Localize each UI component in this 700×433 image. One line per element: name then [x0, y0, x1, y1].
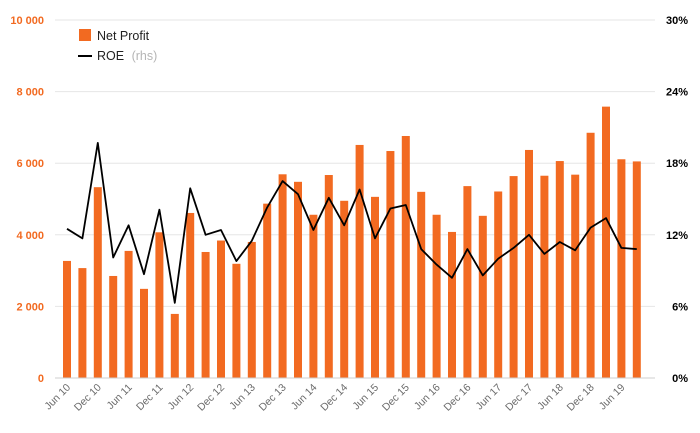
net-profit-bar: [78, 268, 87, 378]
x-axis-tick-label: Jun 16: [412, 382, 443, 413]
net-profit-bar: [586, 132, 595, 378]
net-profit-bar: [386, 151, 395, 378]
net-profit-bar: [340, 200, 349, 378]
net-profit-bar: [432, 214, 441, 378]
net-profit-bar: [263, 203, 272, 378]
x-axis-tick-label: Jun 19: [597, 382, 628, 413]
net-profit-bar: [555, 161, 564, 378]
net-profit-bar: [540, 175, 549, 378]
legend-label-roe-suffix: (rhs): [132, 49, 158, 63]
right-axis-tick-label: 30%: [666, 15, 688, 27]
roe-line: [66, 141, 637, 304]
x-axis-tick-label: Dec 18: [565, 382, 597, 414]
right-axis-tick-label: 18%: [666, 158, 688, 170]
x-axis-tick-label: Dec 11: [134, 382, 166, 414]
net-profit-bar: [417, 191, 426, 378]
legend-label-roe-name: ROE: [97, 49, 124, 63]
net-profit-bar: [617, 159, 626, 378]
net-profit-bar: [309, 214, 318, 378]
gridlines: [55, 19, 655, 307]
x-axis-tick-label: Jun 12: [166, 382, 197, 413]
x-axis-tick-label: Jun 18: [535, 382, 566, 413]
right-axis-tick-label: 12%: [666, 230, 688, 242]
net-profit-bar: [93, 187, 102, 378]
net-profit-bar: [632, 161, 641, 378]
net-profit-bar: [463, 186, 472, 378]
right-axis-tick-label: 6%: [672, 301, 688, 313]
net-profit-bar: [355, 144, 364, 378]
x-axis-tick-label: Dec 10: [72, 382, 104, 414]
x-axis-tick-label: Jun 17: [474, 382, 505, 413]
net-profit-bar: [217, 240, 225, 378]
net-profit-bar: [571, 174, 580, 378]
roe-line-layer: [66, 141, 637, 304]
left-axis-ticks: 0 2 000 4 000 6 000 8 000 10 000: [10, 15, 44, 385]
net-profit-bar: [525, 149, 533, 378]
net-profit-bar: [494, 191, 503, 378]
legend-label-roe: ROE (rhs): [97, 49, 157, 63]
net-profit-bar: [109, 275, 118, 378]
net-profit-bar: [140, 288, 148, 378]
right-axis-ticks: 0% 6% 12% 18% 24% 30%: [666, 15, 688, 385]
x-axis-tick-label: Jun 14: [289, 382, 320, 413]
net-profit-bar: [448, 231, 456, 378]
net-profit-bar: [186, 212, 195, 378]
net-profit-bar: [170, 313, 179, 378]
left-axis-tick-label: 10 000: [10, 15, 44, 27]
net-profit-bars: [63, 106, 641, 379]
net-profit-bar: [478, 215, 487, 378]
x-axis-tick-label: Jun 13: [227, 382, 258, 413]
left-axis-tick-label: 8 000: [16, 87, 44, 99]
net-profit-bar: [155, 232, 164, 378]
x-axis-tick-label: Jun 10: [42, 382, 73, 413]
left-axis-tick-label: 2 000: [16, 301, 44, 313]
x-axis-tick-label: Dec 12: [195, 382, 227, 414]
left-axis-tick-label: 0: [38, 373, 44, 385]
legend-swatch-net-profit: [79, 29, 91, 41]
legend-label-net-profit: Net Profit: [97, 29, 150, 43]
net-profit-bar: [371, 196, 379, 378]
net-profit-bar: [324, 175, 333, 378]
x-axis-tick-label: Dec 17: [503, 382, 535, 414]
net-profit-bar: [124, 250, 133, 378]
legend: Net Profit ROE (rhs): [78, 29, 157, 63]
net-profit-bar: [63, 260, 71, 378]
net-profit-bar: [401, 135, 410, 378]
net-profit-bar: [294, 181, 302, 378]
net-profit-bar: [278, 174, 287, 378]
left-axis-tick-label: 4 000: [16, 230, 44, 242]
left-axis-tick-label: 6 000: [16, 158, 44, 170]
net-profit-bar: [201, 251, 210, 378]
x-axis-tick-label: Jun 15: [350, 382, 381, 413]
x-axis-tick-label: Dec 16: [442, 382, 474, 414]
right-axis-tick-label: 0%: [672, 373, 688, 385]
x-axis-tick-label: Dec 14: [318, 382, 350, 414]
net-profit-bar: [602, 106, 610, 379]
right-axis-tick-label: 24%: [666, 87, 688, 99]
x-axis-tick-label: Jun 11: [104, 382, 134, 412]
net-profit-bar: [509, 176, 518, 378]
x-axis-tick-label: Dec 15: [380, 382, 412, 414]
net-profit-bar: [247, 241, 256, 378]
net-profit-bar: [232, 263, 241, 378]
x-axis-tick-label: Dec 13: [257, 382, 289, 414]
